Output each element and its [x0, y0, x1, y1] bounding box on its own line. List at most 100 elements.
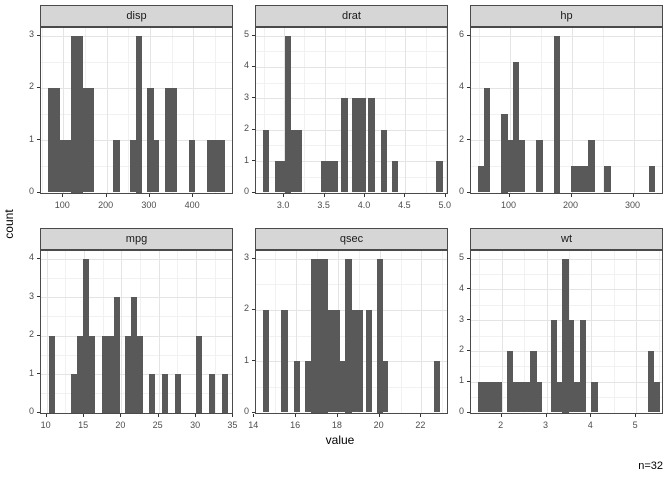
- y-tick-label: 2: [458, 344, 464, 355]
- y-tick-label: 2: [243, 123, 249, 134]
- gridline-major-x: [445, 28, 447, 193]
- gridline-major-x: [509, 28, 511, 193]
- histogram-bar: [59, 140, 72, 193]
- gridline-major-x: [158, 251, 160, 413]
- gridline-minor-x: [425, 28, 427, 193]
- gridline-major-x: [46, 251, 48, 413]
- gridline-minor-x: [140, 251, 142, 413]
- y-tick-label: 1: [28, 367, 34, 378]
- histogram-bar: [88, 335, 96, 413]
- y-tick-mark: [252, 34, 255, 36]
- gridline-major-y: [256, 258, 447, 260]
- histogram-bar: [207, 140, 225, 193]
- histogram-bar: [573, 381, 581, 413]
- gridline-major-y: [256, 161, 447, 163]
- gridline-minor-y: [256, 114, 447, 115]
- histogram-bar: [305, 361, 312, 413]
- facet-strip: disp: [40, 5, 233, 27]
- histogram-bar: [391, 161, 398, 193]
- y-tick-mark: [467, 380, 470, 382]
- y-tick-mark: [252, 97, 255, 99]
- histogram-bar: [77, 335, 84, 413]
- histogram-bar: [568, 320, 575, 413]
- histogram-bar: [222, 374, 229, 413]
- gridline-major-x: [284, 28, 286, 193]
- y-tick-mark: [467, 191, 470, 193]
- x-tick-label: 200: [98, 200, 114, 210]
- gridline-minor-x: [65, 251, 67, 413]
- x-tick-mark: [590, 414, 592, 417]
- gridline-major-x: [193, 28, 195, 193]
- y-tick-label: 5: [243, 29, 249, 39]
- x-tick-mark: [632, 194, 634, 197]
- histogram-bar: [130, 140, 137, 193]
- histogram-bar: [351, 309, 363, 413]
- gridline-minor-y: [41, 277, 232, 279]
- y-tick-mark: [252, 128, 255, 130]
- histogram-bar: [382, 361, 388, 413]
- facet-strip: drat: [255, 5, 448, 27]
- x-tick-label: 4: [587, 420, 593, 430]
- gridline-major-y: [471, 140, 662, 142]
- histogram-bar: [290, 129, 303, 193]
- x-tick-mark: [45, 414, 47, 417]
- x-tick-label: 300: [141, 200, 157, 210]
- histogram-bar: [113, 140, 120, 193]
- y-tick-mark: [37, 191, 40, 193]
- gridline-minor-y: [256, 145, 447, 147]
- x-tick-label: 300: [624, 200, 641, 210]
- y-tick-label: 2: [243, 303, 249, 314]
- gridline-major-x: [324, 28, 326, 193]
- gridline-minor-x: [264, 28, 265, 193]
- y-tick-label: 3: [28, 290, 34, 301]
- y-tick-label: 0: [458, 406, 464, 416]
- y-tick-mark: [37, 34, 40, 36]
- gridline-minor-x: [304, 28, 306, 193]
- y-tick-mark: [467, 257, 470, 259]
- gridline-minor-x: [128, 28, 130, 193]
- gridline-minor-y: [256, 176, 447, 178]
- x-tick-label: 5.0: [438, 200, 452, 210]
- y-tick-label: 4: [458, 282, 464, 293]
- y-tick-label: 4: [28, 252, 34, 262]
- gridline-major-y: [471, 192, 662, 193]
- x-tick-label: 30: [190, 420, 201, 430]
- x-tick-label: 15: [78, 420, 89, 430]
- histogram-bar: [507, 140, 514, 193]
- gridline-major-x: [571, 28, 573, 193]
- histogram-bar: [477, 166, 485, 193]
- facet-panel-mpg: [40, 250, 233, 414]
- gridline-minor-x: [41, 28, 43, 193]
- histogram-bar: [570, 166, 589, 193]
- histogram-bar: [107, 335, 115, 413]
- y-tick-label: 0: [28, 406, 34, 416]
- histogram-bar: [368, 98, 376, 193]
- y-tick-label: 1: [28, 133, 34, 144]
- histogram-bar: [483, 87, 491, 193]
- x-tick-label: 3.5: [317, 200, 330, 210]
- gridline-minor-x: [214, 251, 216, 413]
- histogram-bar: [345, 258, 352, 413]
- histogram-bar: [48, 335, 55, 413]
- histogram-bar: [101, 335, 109, 413]
- histogram-bar: [209, 374, 216, 413]
- histogram-bar: [147, 87, 154, 193]
- gridline-major-y: [256, 129, 447, 131]
- facet-strip: wt: [470, 228, 663, 250]
- y-tick-mark: [37, 257, 40, 259]
- y-tick-label: 1: [243, 354, 249, 365]
- histogram-bar: [507, 350, 514, 413]
- y-tick-mark: [467, 86, 470, 88]
- histogram-bar: [174, 374, 181, 413]
- histogram-bar: [285, 35, 292, 193]
- x-tick-label: 400: [184, 200, 200, 210]
- y-tick-label: 4: [458, 81, 464, 92]
- gridline-minor-x: [602, 28, 604, 193]
- y-tick-label: 0: [28, 186, 34, 196]
- y-tick-mark: [467, 288, 470, 290]
- histogram-bar: [653, 381, 660, 413]
- histogram-bar: [591, 381, 598, 413]
- gridline-minor-y: [256, 284, 447, 286]
- x-tick-mark: [420, 414, 422, 417]
- x-tick-mark: [295, 414, 297, 417]
